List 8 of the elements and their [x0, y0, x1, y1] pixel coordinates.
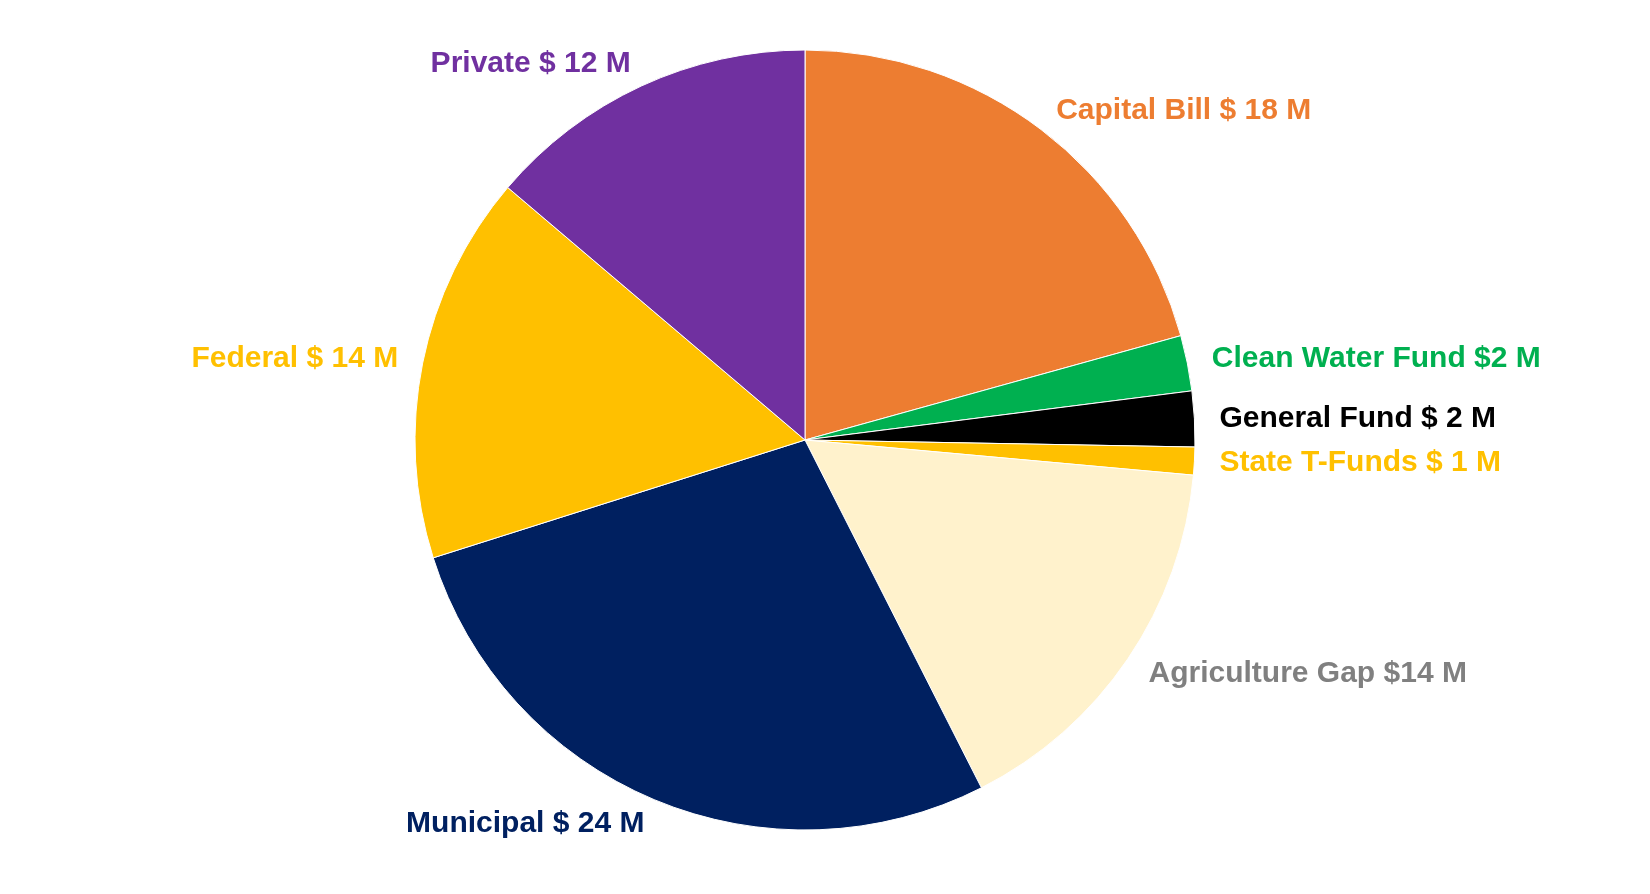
slice-label: General Fund $ 2 M [1219, 399, 1497, 433]
slice-label: State T-Funds $ 1 M [1219, 444, 1502, 478]
slice-label: Municipal $ 24 M [406, 804, 645, 838]
slice-label: Capital Bill $ 18 M [1056, 91, 1312, 125]
slice-label: Agriculture Gap $14 M [1148, 654, 1467, 688]
slice-label: Federal $ 14 M [191, 340, 399, 374]
slice-label: Private $ 12 M [430, 45, 631, 79]
slice-label: Clean Water Fund $2 M [1211, 340, 1541, 374]
